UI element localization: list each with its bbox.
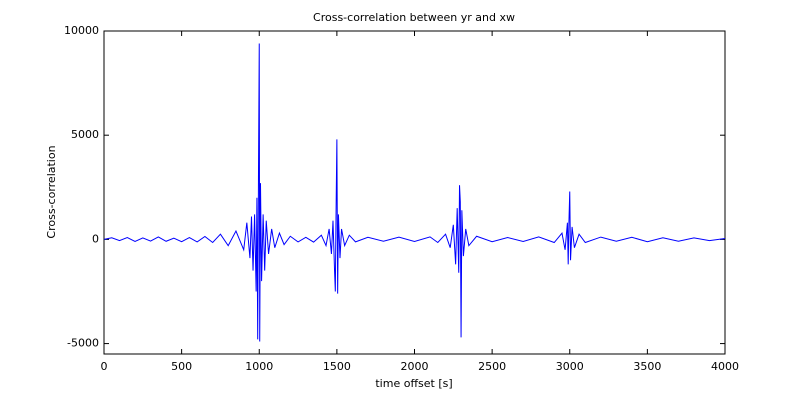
y-tick-label: 0 <box>92 232 99 245</box>
x-tick-label: 500 <box>171 360 192 373</box>
x-tick-label: 2500 <box>478 360 506 373</box>
data-line <box>103 43 726 342</box>
y-axis-label: Cross-correlation <box>45 145 58 238</box>
y-tick-label: -5000 <box>67 337 99 350</box>
x-tick-label: 3500 <box>633 360 661 373</box>
x-tick-label: 1000 <box>245 360 273 373</box>
chart-title: Cross-correlation between yr and xw <box>313 11 515 24</box>
x-tick-label: 0 <box>101 360 108 373</box>
x-tick-label: 1500 <box>323 360 351 373</box>
x-axis-label: time offset [s] <box>375 377 452 390</box>
y-tick-label: 10000 <box>64 24 99 37</box>
y-tick-label: 5000 <box>71 128 99 141</box>
x-tick-label: 4000 <box>711 360 739 373</box>
x-tick-label: 2000 <box>401 360 429 373</box>
plot-area <box>103 30 726 355</box>
x-tick-label: 3000 <box>556 360 584 373</box>
